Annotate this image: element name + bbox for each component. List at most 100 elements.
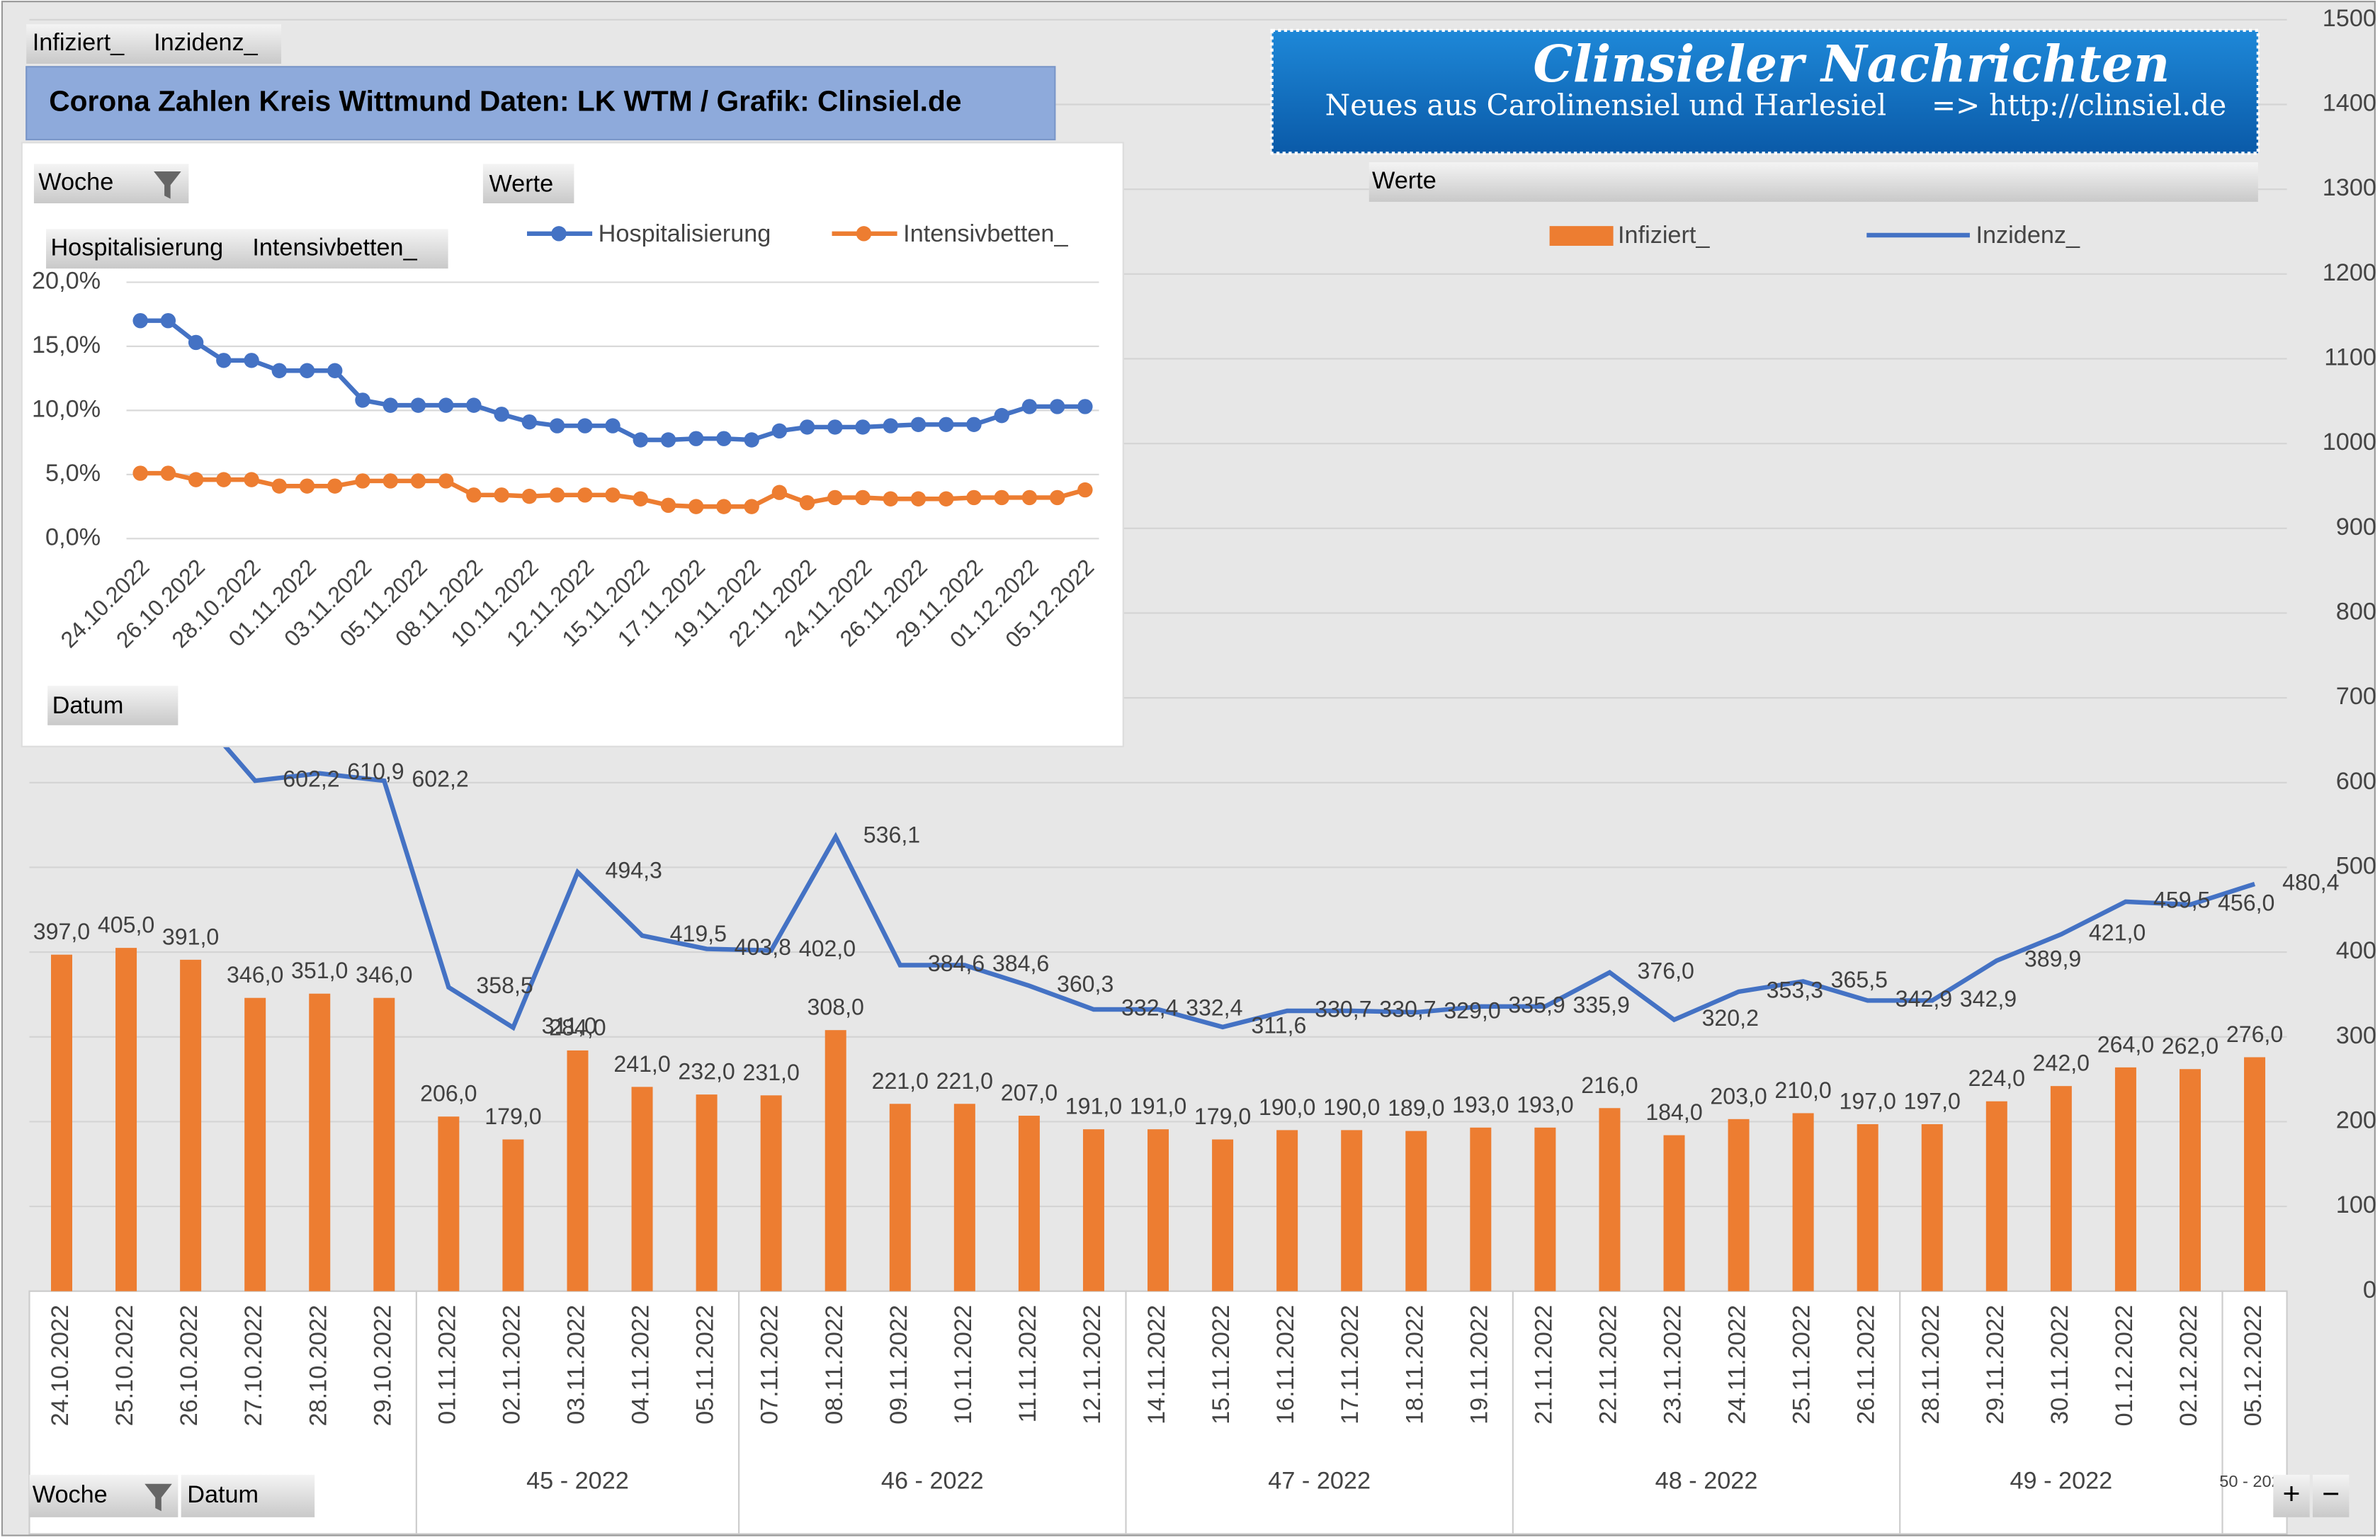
data-label: 329,0: [1444, 998, 1500, 1024]
data-label: 403,8: [735, 934, 791, 960]
data-label: 179,0: [484, 1104, 541, 1129]
point: [382, 397, 398, 413]
banner-subtitle: Neues aus Carolinensiel und Harlesiel: [1325, 89, 1886, 123]
y-tick-label: 15,0%: [32, 332, 101, 358]
y-tick-label: 1000: [2323, 429, 2376, 455]
x-tick-label: 25.11.2022: [1789, 1305, 1815, 1425]
legend-label: Inzidenz_: [1976, 222, 2080, 249]
point: [883, 418, 898, 434]
y-tick-label: 0: [2363, 1276, 2376, 1303]
point: [1049, 399, 1065, 414]
y-tick-label: 700: [2336, 683, 2376, 710]
filter-icon: [144, 1483, 172, 1512]
expand-button[interactable]: [2273, 1474, 2310, 1517]
filter-button[interactable]: [47, 686, 178, 725]
data-label: 210,0: [1774, 1077, 1831, 1103]
x-tick-label: 04.11.2022: [628, 1305, 654, 1425]
data-label: 421,0: [2089, 919, 2146, 945]
data-label: 360,3: [1057, 971, 1114, 997]
data-label: 193,0: [1452, 1092, 1509, 1117]
data-label: 193,0: [1517, 1092, 1573, 1117]
data-label: 602,2: [412, 766, 468, 792]
data-label: 241,0: [613, 1051, 670, 1077]
point: [438, 473, 454, 489]
point: [271, 478, 288, 494]
y-tick-label: 200: [2336, 1106, 2376, 1133]
x-tick-label: 10.11.2022: [950, 1305, 977, 1425]
point: [1077, 399, 1093, 414]
point: [939, 417, 954, 432]
filter-button[interactable]: [29, 1474, 178, 1517]
week-label: 46 - 2022: [881, 1468, 984, 1495]
expand-label: +: [2282, 1477, 2300, 1511]
point: [994, 407, 1009, 424]
point: [660, 497, 676, 514]
point: [1049, 489, 1065, 506]
data-label: 480,4: [2282, 869, 2339, 895]
point: [438, 397, 454, 413]
point: [716, 499, 732, 514]
data-label: 346,0: [227, 962, 283, 987]
y-tick-label: 1200: [2323, 259, 2376, 286]
bar: [1728, 1119, 1750, 1291]
point: [160, 465, 176, 481]
bar: [1018, 1116, 1040, 1291]
data-label: 191,0: [1130, 1094, 1186, 1119]
point: [521, 488, 538, 504]
data-label: 376,0: [1638, 958, 1694, 983]
data-label: 191,0: [1065, 1094, 1122, 1119]
point: [160, 312, 176, 329]
bar: [438, 1116, 460, 1291]
data-label: 384,6: [928, 951, 985, 976]
data-label: 221,0: [936, 1068, 993, 1094]
bar: [1470, 1127, 1492, 1291]
y-tick-label: 1400: [2323, 90, 2376, 117]
y-tick-label: 1100: [2324, 344, 2376, 371]
point: [744, 432, 759, 448]
point: [577, 487, 593, 503]
x-tick-label: 08.11.2022: [821, 1305, 848, 1425]
field-button[interactable]: [46, 229, 448, 269]
x-tick-label: 02.12.2022: [2175, 1305, 2202, 1426]
point: [327, 478, 343, 494]
bar: [1276, 1130, 1298, 1291]
field-button-label: Inzidenz_: [154, 29, 259, 56]
values-button[interactable]: [482, 164, 574, 204]
point: [1021, 489, 1038, 506]
point: [633, 491, 648, 506]
x-tick-label: 14.11.2022: [1143, 1305, 1170, 1425]
data-label: 216,0: [1581, 1072, 1638, 1098]
filter-label: Woche: [33, 1481, 108, 1508]
data-label: 231,0: [742, 1060, 799, 1085]
data-label: 190,0: [1323, 1094, 1380, 1120]
bar: [309, 993, 331, 1291]
values-button[interactable]: [1368, 162, 2258, 202]
bar: [1663, 1135, 1685, 1291]
filter-button[interactable]: [181, 1474, 315, 1517]
x-tick-label: 02.11.2022: [498, 1305, 525, 1425]
point: [855, 489, 871, 506]
data-label: 332,4: [1121, 995, 1178, 1020]
data-label: 232,0: [678, 1059, 735, 1085]
bar: [1148, 1129, 1169, 1291]
x-tick-label: 29.10.2022: [369, 1305, 396, 1426]
x-tick-label: 03.11.2022: [563, 1305, 590, 1425]
data-label: 419,5: [670, 921, 727, 946]
x-tick-label: 24.10.2022: [47, 1305, 74, 1426]
point: [549, 487, 565, 503]
x-tick-label: 01.11.2022: [434, 1305, 460, 1425]
collapse-button[interactable]: [2312, 1474, 2350, 1517]
filter-button[interactable]: [33, 164, 189, 204]
filter-icon: [154, 171, 181, 199]
point: [132, 465, 148, 481]
data-label: 536,1: [863, 822, 920, 848]
x-tick-label: 27.10.2022: [240, 1305, 267, 1426]
data-label: 346,0: [356, 962, 412, 987]
data-label: 190,0: [1259, 1094, 1315, 1120]
point: [744, 499, 759, 514]
point: [855, 419, 871, 435]
point: [688, 499, 704, 514]
field-button[interactable]: [26, 24, 282, 64]
bar: [1212, 1139, 1234, 1291]
